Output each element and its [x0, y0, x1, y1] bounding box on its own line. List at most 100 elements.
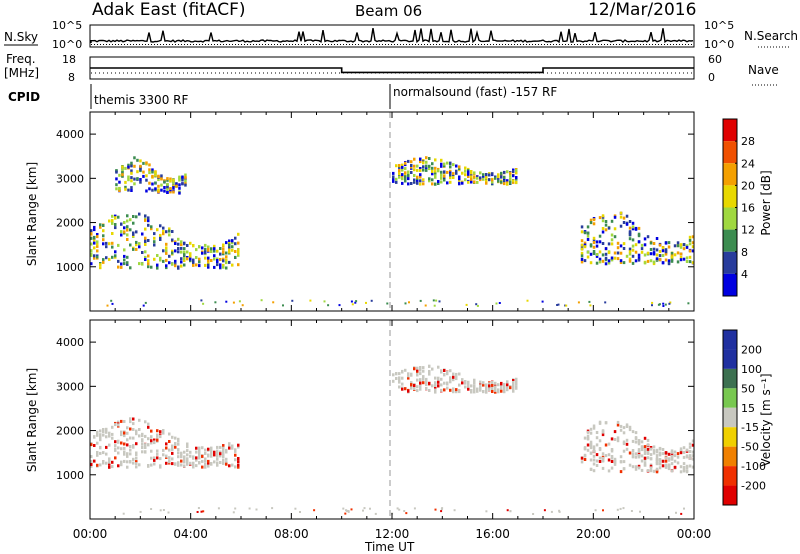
velocity-cell [515, 386, 518, 390]
velocity-cell [679, 465, 683, 469]
power-cell [192, 244, 195, 247]
power-cell [479, 178, 482, 182]
velocity-cell [117, 464, 120, 468]
power-cell [679, 243, 683, 247]
power-cell [186, 250, 189, 254]
velocity-cell [449, 369, 452, 373]
power-cell [210, 259, 213, 262]
velocity-cell [132, 436, 135, 440]
power-cell [446, 181, 449, 185]
velocity-cell [108, 465, 111, 469]
power-cell [166, 182, 169, 186]
velocity-cell [234, 458, 237, 462]
velocity-cell [595, 431, 599, 434]
power-cell [93, 246, 96, 250]
velocity-cell [512, 383, 515, 387]
power-cell [192, 261, 195, 264]
power-cell [144, 214, 147, 218]
velocity-cell [99, 433, 102, 437]
power-cell [470, 177, 473, 181]
velocity-cell [171, 462, 174, 466]
power-cell [177, 265, 180, 269]
power-cell [93, 225, 96, 229]
power-cell [96, 240, 99, 244]
velocity-cell [595, 436, 599, 440]
velocity-cell [123, 420, 126, 423]
power-colorbar-swatch [723, 141, 737, 164]
power-cell [455, 169, 458, 173]
power-cell [115, 187, 118, 191]
velocity-cell [625, 438, 629, 442]
velocity-cell [491, 383, 494, 387]
velocity-cell [512, 385, 515, 389]
velocity-cell [416, 368, 419, 372]
velocity-cell [473, 389, 476, 393]
velocity-cell [473, 387, 476, 391]
power-cell [99, 223, 102, 227]
velocity-speckle [558, 509, 561, 512]
power-cell [135, 247, 138, 251]
power-cell [619, 215, 623, 219]
power-cell [207, 263, 210, 267]
power-speckle [408, 301, 410, 304]
power-cell [204, 243, 207, 247]
velocity-cell [147, 422, 150, 426]
power-cell [130, 176, 133, 180]
velocity-colorbar-swatch [723, 368, 737, 389]
velocity-cell [595, 464, 599, 467]
power-cell [222, 247, 225, 251]
power-cell [410, 171, 413, 174]
power-cell [135, 243, 138, 247]
velocity-cell [616, 439, 620, 443]
velocity-cell [126, 426, 129, 430]
power-cell [225, 241, 228, 245]
power-cell [652, 242, 656, 245]
power-cell [613, 256, 617, 260]
velocity-cell [646, 456, 650, 460]
velocity-cell [225, 461, 228, 465]
velocity-cell [443, 381, 446, 385]
power-cell [628, 237, 632, 241]
power-cell [151, 182, 154, 186]
velocity-cell [123, 446, 126, 450]
velocity-cell [177, 448, 180, 452]
velocity-cell [177, 451, 180, 455]
velocity-cell [658, 458, 662, 461]
power-cell [688, 249, 692, 253]
freq-label-line1: Freq. [6, 52, 36, 66]
power-cell [168, 261, 171, 265]
power-speckle [498, 302, 501, 304]
power-cell [640, 243, 644, 247]
power-cell [117, 215, 120, 219]
power-cell [123, 262, 126, 266]
velocity-cell [183, 464, 186, 468]
velocity-cell [631, 452, 635, 456]
velocity-cell [156, 452, 159, 456]
velocity-cell [592, 462, 596, 466]
power-cell [592, 239, 596, 243]
power-cell [401, 165, 404, 169]
power-cell [613, 215, 617, 219]
power-cell [488, 178, 491, 182]
power-cell [676, 241, 680, 245]
power-cell [464, 166, 467, 170]
velocity-cell [210, 446, 213, 450]
power-cell [142, 161, 145, 165]
velocity-cell [189, 450, 192, 454]
power-cell [153, 243, 156, 247]
velocity-cell [619, 428, 623, 432]
power-cell [174, 264, 177, 268]
velocity-cell [437, 365, 440, 369]
power-cell [231, 241, 234, 245]
power-cell [130, 169, 133, 173]
velocity-cell [479, 384, 482, 388]
velocity-cell [213, 450, 216, 454]
power-cell [619, 224, 623, 228]
power-cell [452, 176, 455, 179]
velocity-speckle [167, 511, 170, 514]
power-cell [168, 227, 171, 231]
power-cell [458, 167, 461, 170]
velocity-colorbar-tick-label: -15 [741, 421, 759, 434]
